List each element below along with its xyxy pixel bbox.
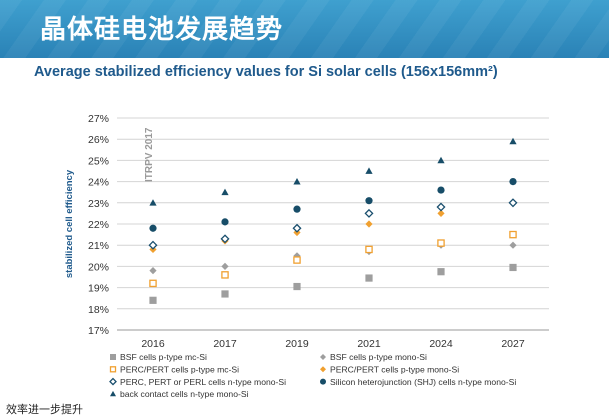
legend-label: BSF cells p-type mc-Si <box>120 352 207 362</box>
data-point <box>437 268 445 276</box>
x-tick-label: 2019 <box>285 338 309 350</box>
y-tick-label: 17% <box>88 325 109 337</box>
data-point <box>437 156 445 164</box>
title-banner: 晶体硅电池发展趋势 <box>0 0 609 58</box>
data-point <box>292 223 302 233</box>
page-title: 晶体硅电池发展趋势 <box>40 15 284 45</box>
data-point <box>148 240 158 250</box>
x-tick-label: 2017 <box>213 338 237 350</box>
data-point <box>221 271 229 279</box>
data-point <box>149 224 157 232</box>
legend-marker <box>109 366 117 373</box>
data-point <box>365 167 373 174</box>
data-point <box>221 290 229 298</box>
y-axis-label: stabilized cell efficiency <box>64 169 75 278</box>
data-point <box>509 230 517 239</box>
y-tick-label: 24% <box>88 177 109 189</box>
data-point <box>221 188 229 196</box>
legend-marker <box>109 377 117 386</box>
data-point <box>149 296 157 304</box>
data-point <box>509 137 517 145</box>
legend-label: Silicon heterojunction (SHJ) cells n-typ… <box>330 377 516 387</box>
data-point <box>365 197 373 205</box>
data-point <box>149 279 157 288</box>
data-point <box>293 178 301 185</box>
legend-label: PERC/PERT cells p-type mono-Si <box>330 365 459 375</box>
data-point <box>365 245 373 254</box>
chart-subtitle: Average stabilized efficiency values for… <box>34 64 498 80</box>
data-point <box>149 199 157 206</box>
x-tick-label: 2024 <box>429 338 453 350</box>
data-point <box>437 186 445 194</box>
data-point <box>220 234 230 244</box>
data-point <box>509 178 517 186</box>
data-point <box>364 208 374 218</box>
x-tick-label: 2016 <box>141 338 165 350</box>
y-tick-label: 23% <box>88 198 109 210</box>
y-tick-label: 18% <box>88 304 109 316</box>
data-point <box>509 241 517 249</box>
data-point <box>293 282 301 291</box>
data-point <box>508 198 518 208</box>
legend-marker <box>110 354 116 360</box>
legend-marker <box>320 378 326 385</box>
data-point <box>293 256 301 264</box>
data-point <box>509 263 517 272</box>
y-tick-label: 25% <box>88 155 109 167</box>
data-point <box>365 220 373 228</box>
data-point <box>221 262 229 270</box>
x-tick-label: 2021 <box>357 338 381 350</box>
legend-marker <box>320 354 326 360</box>
data-point <box>221 218 229 226</box>
y-tick-label: 21% <box>88 240 109 252</box>
x-tick-label: 2027 <box>501 338 525 350</box>
footer-caption: 效率进一步提升 <box>6 403 83 416</box>
y-tick-label: 26% <box>88 134 109 146</box>
legend-marker <box>320 366 326 373</box>
legend-label: PERC, PERT or PERL cells n-type mono-Si <box>120 377 286 387</box>
y-tick-label: 20% <box>88 261 109 273</box>
legend-label: back contact cells n-type mono-Si <box>120 389 249 399</box>
data-point <box>293 205 301 213</box>
y-tick-label: 19% <box>88 283 109 295</box>
data-point <box>437 209 445 217</box>
y-tick-label: 22% <box>88 219 109 231</box>
data-point <box>436 202 446 212</box>
data-point <box>437 239 445 247</box>
data-point <box>365 274 373 282</box>
legend-label: PERC/PERT cells p-type mc-Si <box>120 365 239 375</box>
legend-label: BSF cells p-type mono-Si <box>330 352 427 362</box>
itrpv-annotation: ITRPV 2017 <box>144 127 155 182</box>
data-point <box>149 267 157 275</box>
y-tick-label: 27% <box>88 113 109 125</box>
banner-decoration <box>0 0 609 58</box>
legend-marker <box>110 390 116 397</box>
